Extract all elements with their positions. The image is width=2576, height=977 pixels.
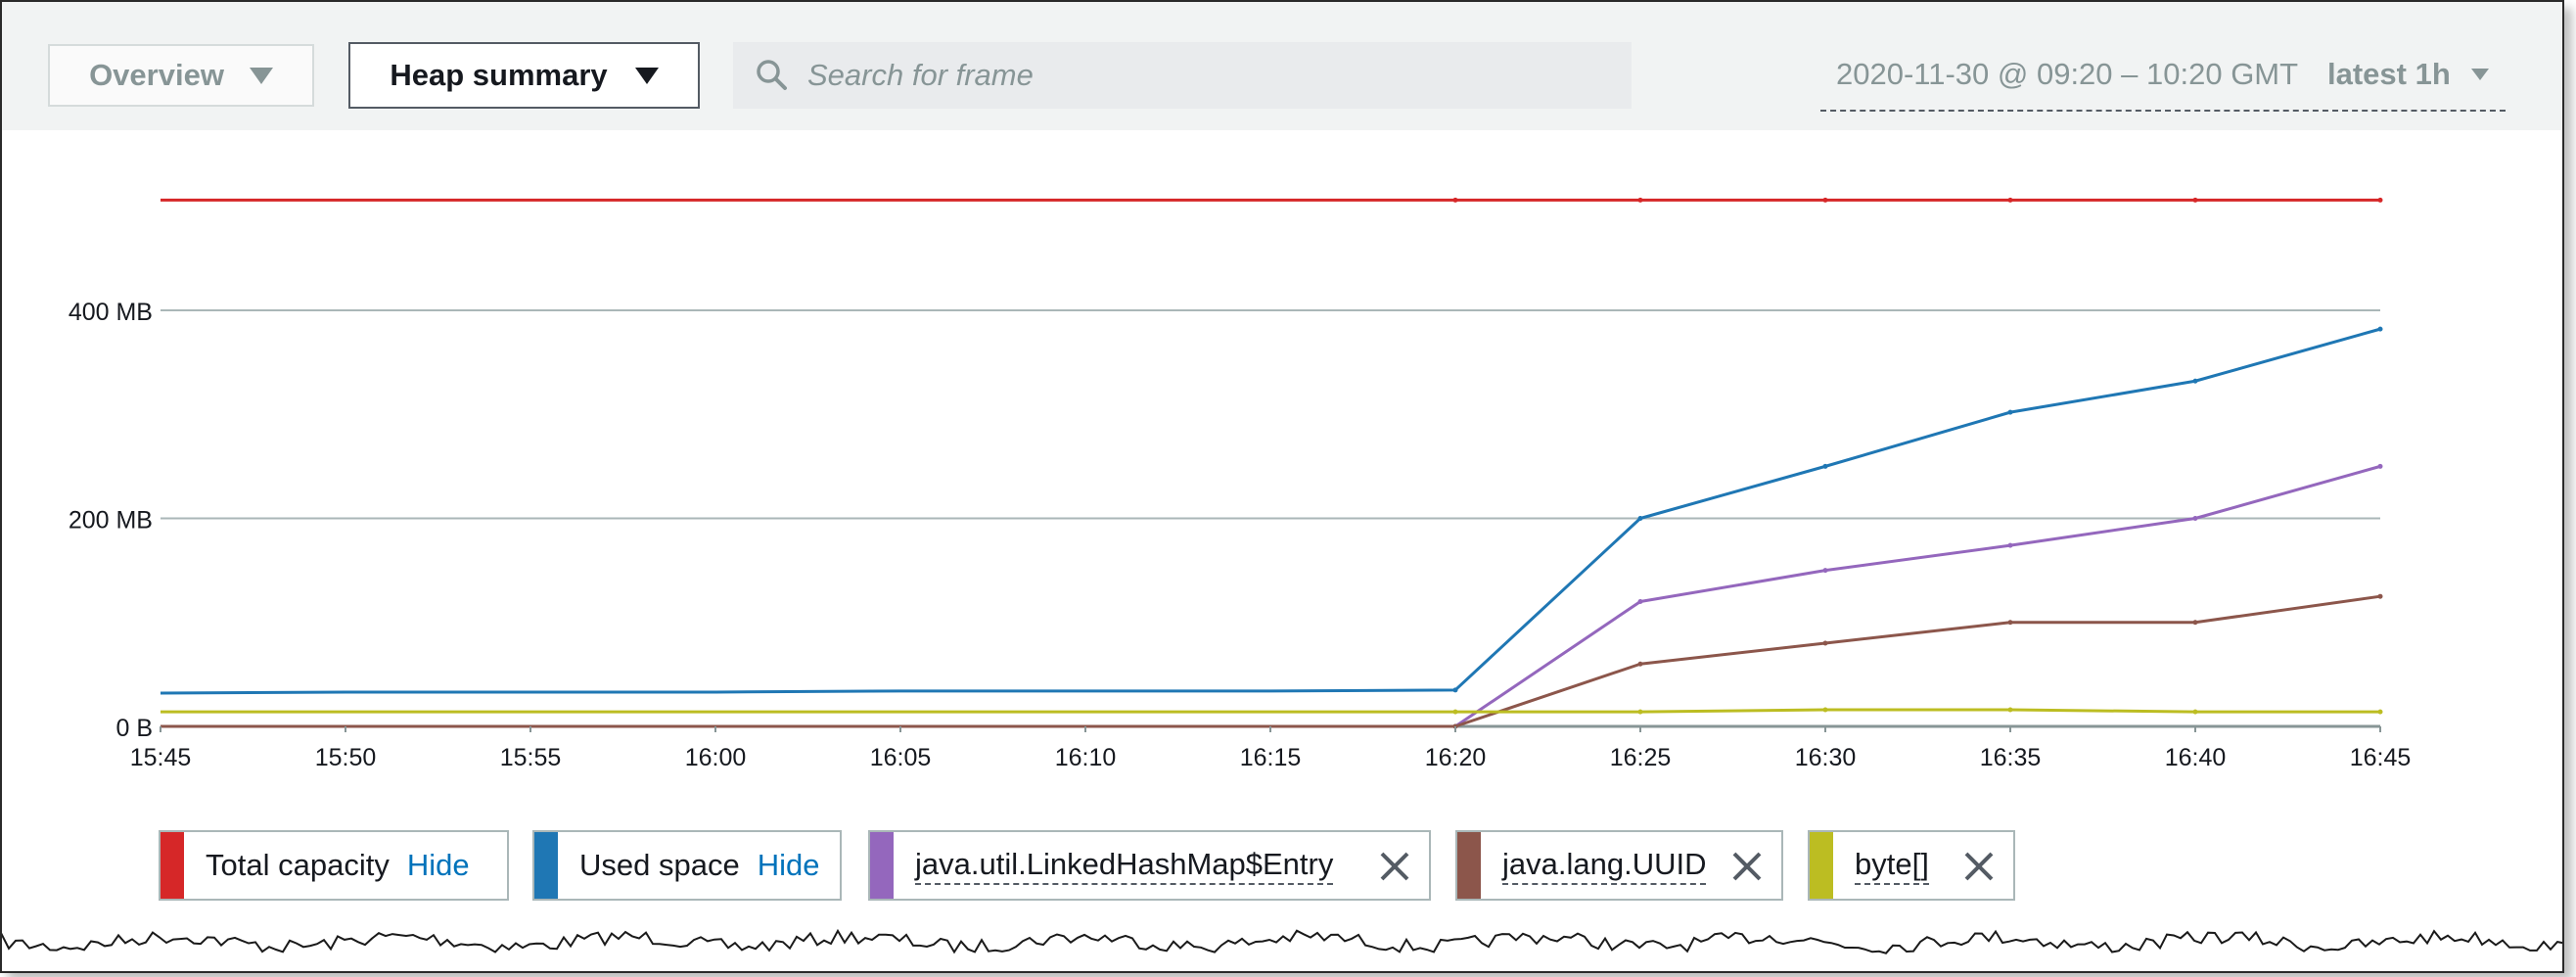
data-point <box>2007 620 2013 626</box>
legend-swatch <box>1457 832 1481 899</box>
legend-item-total-capacity: Total capacity Hide <box>159 830 509 901</box>
close-icon[interactable] <box>1730 850 1764 883</box>
x-tick-label: 15:45 <box>130 744 192 771</box>
x-tick-label: 16:05 <box>870 744 932 771</box>
data-point <box>2377 197 2383 203</box>
legend-swatch <box>1810 832 1833 899</box>
x-tick-label: 16:10 <box>1055 744 1117 771</box>
legend-swatch <box>534 832 558 899</box>
data-point <box>1822 463 1828 469</box>
x-tick-label: 16:35 <box>1980 744 2042 771</box>
data-point <box>2007 542 2013 548</box>
x-tick-label: 15:50 <box>315 744 377 771</box>
legend-item-uuid: java.lang.UUID <box>1455 830 1783 901</box>
legend-label[interactable]: byte[] <box>1855 846 1929 885</box>
data-point <box>1822 568 1828 574</box>
data-point <box>1822 640 1828 646</box>
y-tick-label: 0 B <box>115 715 153 742</box>
hide-total-capacity-link[interactable]: Hide <box>406 848 470 882</box>
heap-summary-dropdown[interactable]: Heap summary <box>348 42 700 109</box>
overview-dropdown-label: Overview <box>89 58 224 92</box>
time-range-label: 2020-11-30 @ 09:20 – 10:20 GMT <box>1836 57 2299 91</box>
x-axis-ticks: 15:45 15:50 15:55 16:00 16:05 16:10 16:15 16:20… <box>130 726 2412 771</box>
toolbar: Overview Heap summary 2020-11-30 @ 09:20… <box>2 2 2562 130</box>
data-point <box>1452 197 1458 203</box>
caret-down-icon <box>634 67 659 84</box>
legend-swatch <box>161 832 184 899</box>
x-tick-label: 16:45 <box>2350 744 2412 771</box>
x-tick-label: 16:25 <box>1610 744 1672 771</box>
data-point <box>1637 599 1643 604</box>
data-point <box>1637 661 1643 667</box>
data-point <box>2192 516 2198 521</box>
x-tick-label: 16:20 <box>1425 744 1487 771</box>
y-tick-label: 400 MB <box>69 299 153 326</box>
data-point <box>1822 197 1828 203</box>
caret-down-icon <box>249 67 273 84</box>
legend-item-linkedhashmap-entry: java.util.LinkedHashMap$Entry <box>868 830 1431 901</box>
data-point <box>1637 197 1643 203</box>
data-point <box>1637 516 1643 521</box>
data-point <box>2192 378 2198 384</box>
data-point <box>2192 197 2198 203</box>
time-range-selector[interactable]: 2020-11-30 @ 09:20 – 10:20 GMT latest 1h <box>1820 49 2506 112</box>
data-point <box>2377 593 2383 599</box>
search-icon <box>757 60 787 90</box>
data-point <box>2007 197 2013 203</box>
legend-item-used-space: Used space Hide <box>532 830 842 901</box>
data-point <box>2377 463 2383 469</box>
close-icon[interactable] <box>1378 850 1411 883</box>
overview-dropdown[interactable]: Overview <box>48 44 314 107</box>
legend-label: Total capacity <box>206 848 390 882</box>
legend-swatch <box>870 832 894 899</box>
data-point <box>1452 709 1458 715</box>
legend-label[interactable]: java.lang.UUID <box>1502 846 1707 885</box>
data-point <box>2377 709 2383 715</box>
data-point <box>2377 326 2383 332</box>
x-tick-label: 16:00 <box>685 744 747 771</box>
data-point <box>1637 709 1643 715</box>
time-range-preset: latest 1h <box>2327 57 2451 91</box>
heap-summary-dropdown-label: Heap summary <box>390 58 608 92</box>
data-point <box>2192 620 2198 626</box>
legend-label: Used space <box>579 848 740 882</box>
x-tick-label: 15:55 <box>500 744 562 771</box>
data-point <box>1452 687 1458 693</box>
data-point <box>2007 409 2013 415</box>
frame-search[interactable] <box>733 42 1632 109</box>
x-tick-label: 16:30 <box>1795 744 1857 771</box>
x-tick-label: 16:40 <box>2165 744 2227 771</box>
heap-chart: 0 B 200 MB 400 MB 15:45 15:50 15:55 16:00 16:0… <box>69 197 2412 771</box>
x-tick-label: 16:15 <box>1240 744 1302 771</box>
chevron-down-icon <box>2471 69 2489 80</box>
y-axis-ticks: 0 B 200 MB 400 MB <box>69 299 153 742</box>
data-point <box>2007 707 2013 713</box>
y-tick-label: 200 MB <box>69 507 153 535</box>
legend-item-byte-array: byte[] <box>1808 830 2015 901</box>
data-point <box>2192 709 2198 715</box>
legend-label[interactable]: java.util.LinkedHashMap$Entry <box>915 846 1334 885</box>
search-input[interactable] <box>807 42 1610 109</box>
hide-used-space-link[interactable]: Hide <box>757 848 820 882</box>
close-icon[interactable] <box>1962 850 1996 883</box>
data-point <box>1822 707 1828 713</box>
